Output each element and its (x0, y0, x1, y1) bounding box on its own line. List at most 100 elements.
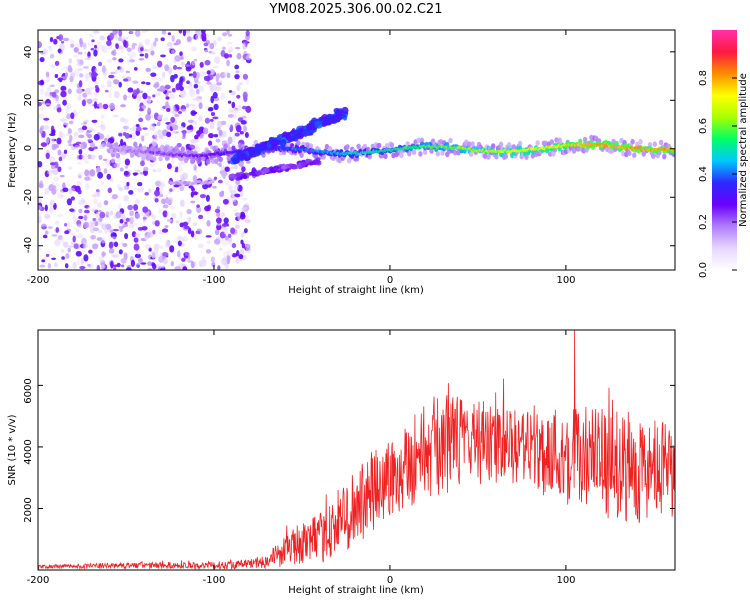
spectrogram-cell (195, 230, 201, 235)
spectrogram-cell (138, 187, 145, 193)
spectrogram-xtick-label: -100 (203, 275, 226, 286)
spectrogram-cell (54, 60, 60, 66)
spectrogram-cell (45, 230, 49, 235)
spectrogram-cell (240, 120, 247, 125)
spectrogram-cell (127, 59, 131, 64)
spectrogram-cell (658, 139, 664, 146)
spectrogram-cell (209, 118, 214, 122)
spectrogram-cell (166, 42, 173, 47)
spectrogram-cell (209, 144, 214, 150)
spectrogram-cell (582, 136, 588, 143)
spectrogram-cell (215, 217, 222, 224)
spectrogram-cell (321, 113, 329, 121)
spectrogram-cell (152, 65, 157, 70)
spectrogram-cell (109, 229, 114, 233)
spectrogram-cell (101, 223, 108, 230)
spectrogram-cell (113, 241, 119, 248)
spectrogram-cell (418, 151, 423, 157)
spectrogram-cell (230, 173, 235, 179)
spectrogram-cell (238, 254, 244, 260)
spectrogram-cell (241, 206, 247, 211)
spectrogram-cell (74, 43, 81, 48)
spectrogram-cell (150, 50, 155, 56)
spectrogram-cell (138, 152, 143, 158)
spectrogram-cell (65, 253, 70, 259)
spectrogram-cell (161, 228, 169, 233)
spectrogram-cell (468, 151, 474, 157)
spectrogram-cell (191, 187, 195, 192)
spectrogram-cell (108, 241, 114, 249)
spectrogram-cell (133, 141, 138, 148)
spectrogram-cell (498, 141, 504, 148)
spectrogram-cell (151, 77, 157, 81)
spectrogram-xtick-label: -200 (27, 275, 50, 286)
spectrogram-cell (195, 130, 203, 136)
spectrogram-cell (236, 94, 241, 99)
spectrogram-cell (179, 199, 185, 208)
snr-plot-area (38, 330, 675, 570)
spectrogram-cell (120, 138, 124, 147)
chart-title: YM08.2025.306.00.02.C21 (269, 2, 443, 17)
spectrogram-cell (106, 80, 112, 86)
spectrogram-cell (134, 169, 141, 173)
spectrogram-cell (232, 109, 238, 113)
spectrogram-cell (184, 64, 191, 67)
spectrogram-cell (137, 113, 142, 117)
spectrogram-cell (140, 47, 144, 52)
spectrogram-cell (111, 50, 115, 56)
spectrogram-cell (164, 64, 170, 72)
spectrogram-cell (77, 67, 83, 72)
spectrogram-cell (60, 194, 64, 198)
spectrogram-cell (244, 210, 249, 215)
spectrogram-cell (179, 76, 184, 82)
spectrogram-cell (133, 67, 138, 71)
spectrogram-cell (68, 143, 74, 147)
spectrogram-cell (73, 131, 79, 137)
spectrogram-cell (456, 149, 461, 156)
spectrogram-ytick-label: 40 (23, 46, 34, 59)
spectrogram-cell (356, 143, 361, 150)
spectrogram-cell (199, 134, 204, 139)
spectrogram-cell (83, 51, 87, 56)
spectrogram-cell (184, 252, 189, 256)
spectrogram-cell (109, 102, 115, 110)
spectrogram-cell (92, 243, 99, 250)
spectrogram-cell (187, 260, 194, 263)
spectrogram-cell (54, 97, 60, 104)
spectrogram-cell (61, 256, 65, 260)
spectrogram-cell (195, 33, 200, 41)
spectrogram-cell (419, 137, 425, 144)
spectrogram-cell (206, 158, 211, 165)
spectrogram-cell (66, 113, 71, 120)
spectrogram-cell (39, 106, 44, 111)
spectrogram-cell (245, 246, 252, 254)
spectrogram-cell (55, 183, 60, 187)
spectrogram-cell (122, 118, 129, 124)
spectrogram-cell (87, 139, 93, 142)
spectrogram-cell (66, 198, 73, 206)
spectrogram-cell (149, 163, 155, 168)
spectrogram-cell (98, 154, 103, 160)
spectrogram-cell (185, 66, 192, 72)
spectrogram-cell (227, 136, 233, 145)
spectrogram-cell (239, 211, 246, 218)
spectrogram-cell (292, 130, 299, 135)
spectrogram-cell (56, 214, 63, 217)
spectrogram-cell (123, 195, 129, 202)
spectrogram-cell (98, 102, 103, 109)
spectrogram-cell (78, 149, 83, 155)
spectrogram-cell (106, 210, 112, 216)
spectrogram-cell (242, 125, 247, 133)
spectrogram-cell (61, 237, 65, 244)
spectrogram-cell (72, 54, 79, 58)
spectrogram-cell (181, 177, 185, 182)
spectrogram-cell (170, 123, 175, 127)
spectrogram-cell (127, 87, 134, 93)
spectrogram-cell (174, 266, 181, 270)
spectrogram-cell (44, 213, 51, 219)
snr-xtick-label: -200 (27, 575, 50, 586)
spectrogram-cell (178, 110, 182, 114)
spectrogram-cell (163, 116, 169, 122)
spectrogram-cell (75, 141, 82, 145)
